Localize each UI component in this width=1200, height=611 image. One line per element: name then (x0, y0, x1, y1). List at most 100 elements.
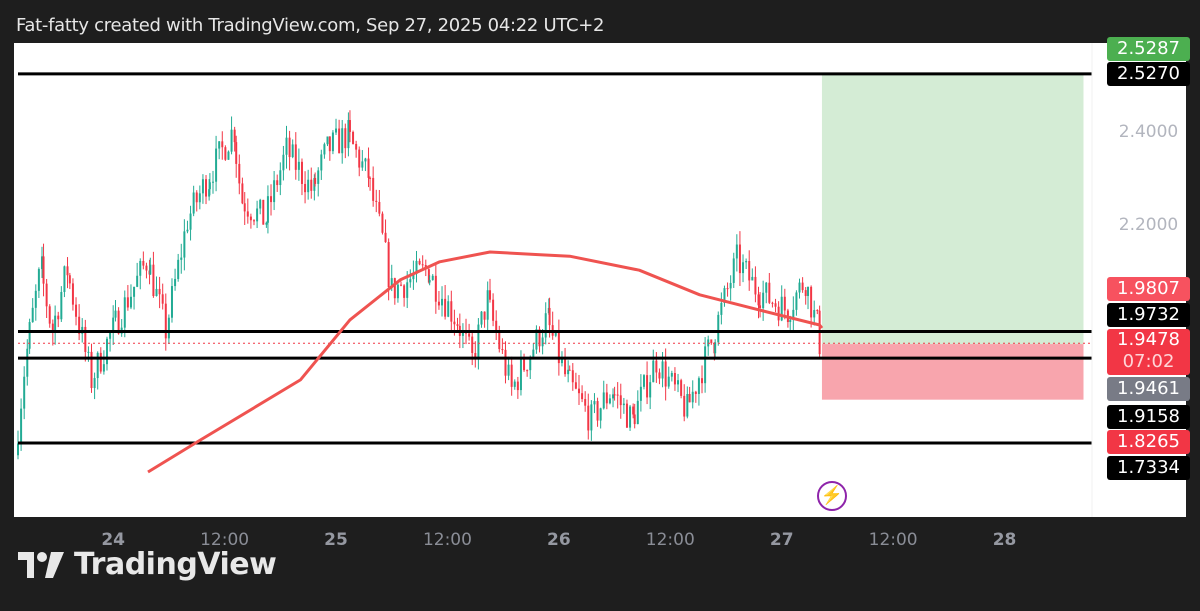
candle-body (20, 408, 23, 444)
candle-body (792, 309, 795, 320)
candle-body (285, 137, 288, 155)
candle-body (241, 183, 244, 204)
candle-body (441, 298, 444, 306)
price-label-entry: 1.9461 (1107, 377, 1190, 401)
candle-body (498, 332, 501, 350)
candle-body (510, 364, 513, 387)
candle-body (596, 401, 599, 421)
price-chart[interactable] (14, 43, 1186, 517)
candle-body (367, 158, 370, 178)
candle-body (720, 302, 723, 315)
candle-body (282, 154, 285, 171)
candle-body (759, 305, 762, 309)
x-tick-label: 12:00 (422, 530, 472, 550)
candle-body (560, 358, 563, 364)
candle-body (625, 403, 628, 428)
candle-body (694, 391, 697, 394)
price-label-ema: 1.9807 (1107, 277, 1190, 301)
candle-body (26, 348, 29, 377)
candle-body (34, 290, 37, 308)
price-label-level: 1.9732 (1107, 303, 1190, 327)
candle-body (447, 301, 450, 317)
candle-body (567, 369, 570, 375)
candle-body (23, 376, 26, 409)
x-tick-label: 12:00 (645, 530, 695, 550)
candle-body (352, 131, 355, 144)
candle-body (701, 378, 704, 384)
candle-body (428, 280, 431, 283)
candle-body (300, 161, 303, 184)
candle-body (434, 275, 437, 302)
candle-body (381, 213, 384, 233)
candle-body (17, 443, 19, 456)
candle-body (117, 310, 120, 334)
candle-body (183, 231, 186, 258)
candle-body (667, 376, 670, 387)
candle-body (697, 378, 700, 394)
candle-body (221, 141, 224, 148)
candle-body (571, 370, 574, 383)
candle-body (652, 360, 655, 383)
stop-zone (821, 344, 1084, 400)
lightning-icon[interactable]: ⚡ (817, 481, 847, 511)
price-label-target: 2.5287 (1107, 37, 1190, 61)
candle-body (341, 128, 344, 154)
candle-body (673, 372, 676, 385)
price-label-level: 1.7334 (1107, 456, 1190, 480)
candle-body (538, 329, 541, 347)
candle-body (738, 244, 741, 274)
candle-body (87, 351, 90, 353)
candle-body (590, 404, 593, 431)
candle-body (51, 323, 54, 333)
candle-body (361, 161, 364, 168)
candle-body (42, 256, 45, 284)
y-tick-label: 2.4000 (1118, 122, 1179, 142)
candle-body (310, 179, 313, 191)
candle-body (807, 286, 810, 296)
candle-body (246, 211, 249, 217)
candle-body (587, 405, 590, 431)
candle-body (745, 261, 748, 263)
candle-body (513, 381, 516, 387)
candle-body (126, 297, 129, 308)
candle-body (314, 178, 317, 184)
candle-body (161, 294, 164, 304)
candle-body (164, 303, 167, 339)
candle-body (608, 398, 611, 404)
candle-body (726, 288, 729, 290)
candle-body (230, 129, 233, 152)
candle-body (492, 299, 495, 321)
ema-line (147, 250, 824, 474)
candle-body (253, 220, 256, 222)
candle-body (276, 180, 279, 186)
candle-body (619, 395, 622, 406)
candle-body (816, 310, 819, 312)
candle-body (599, 408, 602, 421)
candle-body (577, 388, 580, 394)
candle-body (453, 321, 456, 325)
tradingview-logo-text: TradingView (74, 547, 277, 582)
candle-body (208, 189, 211, 197)
candle-body (180, 257, 183, 260)
candle-body (486, 290, 489, 320)
candle-body (369, 177, 372, 179)
candle-body (636, 400, 639, 425)
candle-body (129, 296, 132, 308)
candle-body (418, 260, 421, 265)
candle-body (331, 132, 334, 152)
chart-panel[interactable]: 2.4000 2.2000 2.5287 2.5270 1.9807 1.973… (14, 37, 1190, 550)
candle-body (99, 352, 102, 372)
candle-body (313, 178, 316, 191)
candle-body (215, 148, 218, 182)
candle-body (688, 393, 691, 403)
candle-body (768, 282, 771, 303)
candle-body (564, 358, 567, 375)
candle-body (526, 370, 529, 372)
x-tick-label: 12:00 (868, 530, 918, 550)
candle-body (622, 403, 625, 406)
candle-body (613, 394, 616, 396)
candle-body (406, 282, 409, 298)
last-price: 1.9478 (1117, 329, 1180, 350)
candle-body (646, 375, 649, 398)
candle-body (158, 288, 161, 295)
